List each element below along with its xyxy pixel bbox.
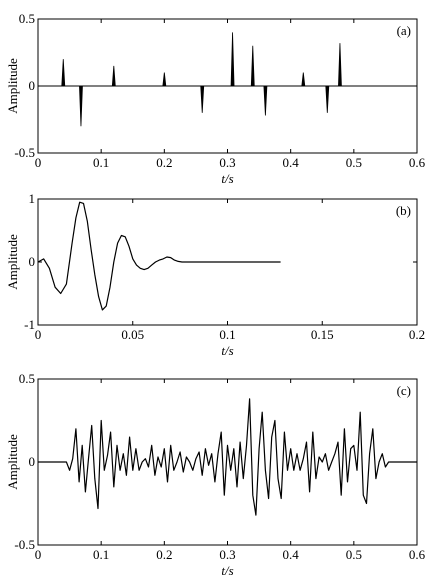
x-tick-label: 0.2	[409, 327, 425, 342]
plot-frame	[37, 378, 418, 546]
y-tick-label: 0	[29, 454, 36, 469]
panel-3: 0 0.1 0.2 0.3 0.4 0.5 0.6-0.500.5t/sAmplitude(…	[5, 371, 426, 578]
y-tick-label: -1	[24, 317, 35, 332]
data-line	[38, 398, 417, 516]
x-tick-label: 0.3	[219, 155, 235, 170]
x-tick-label: 0.5	[346, 155, 362, 170]
spike	[111, 65, 116, 87]
spike	[162, 72, 167, 87]
y-tick-label: 0	[29, 254, 36, 269]
y-tick-label: 0.5	[19, 11, 35, 26]
x-tick-label: 0.5	[346, 547, 362, 562]
x-tick-label: 0.15	[311, 327, 334, 342]
y-tick-label: 1	[29, 191, 36, 206]
x-tick-label: 0.3	[219, 547, 235, 562]
x-axis-label: t/s	[221, 171, 233, 186]
x-tick-label: 0.6	[409, 547, 426, 562]
x-tick-label: 0.2	[156, 155, 172, 170]
spike	[200, 85, 205, 113]
y-axis-label: Amplitude	[5, 434, 20, 490]
x-tick-label: 0	[35, 155, 42, 170]
spike	[263, 85, 268, 116]
y-axis-label: Amplitude	[5, 58, 20, 114]
data-line	[37, 201, 281, 311]
x-axis-label: t/s	[221, 563, 233, 578]
panel-label: (b)	[396, 203, 411, 218]
spike	[250, 45, 255, 87]
x-tick-label: 0.2	[156, 547, 172, 562]
x-tick-label: 0.4	[283, 155, 300, 170]
spike	[61, 59, 66, 87]
y-tick-label: 0.5	[19, 371, 35, 386]
panel-label: (c)	[397, 383, 411, 398]
y-axis-label: Amplitude	[5, 234, 20, 290]
x-tick-label: 0	[35, 327, 42, 342]
x-tick-label: 0.1	[219, 327, 235, 342]
x-tick-label: 0.1	[93, 155, 109, 170]
x-tick-label: 0.1	[93, 547, 109, 562]
y-tick-label: 0	[29, 78, 36, 93]
y-tick-label: -0.5	[14, 145, 35, 160]
panel-1: 0 0.1 0.2 0.3 0.4 0.5 0.6-0.500.5t/sAmplitude(…	[5, 11, 426, 186]
x-tick-label: 0.6	[409, 155, 426, 170]
y-tick-label: -0.5	[14, 537, 35, 552]
panel-label: (a)	[397, 23, 411, 38]
spike	[338, 43, 342, 87]
spike	[325, 85, 330, 113]
spike	[79, 85, 83, 127]
x-tick-label: 0	[35, 547, 42, 562]
x-axis-label: t/s	[221, 343, 233, 358]
spike	[301, 72, 306, 87]
spike	[230, 32, 235, 87]
x-tick-label: 0.05	[121, 327, 144, 342]
x-tick-label: 0.4	[283, 547, 300, 562]
